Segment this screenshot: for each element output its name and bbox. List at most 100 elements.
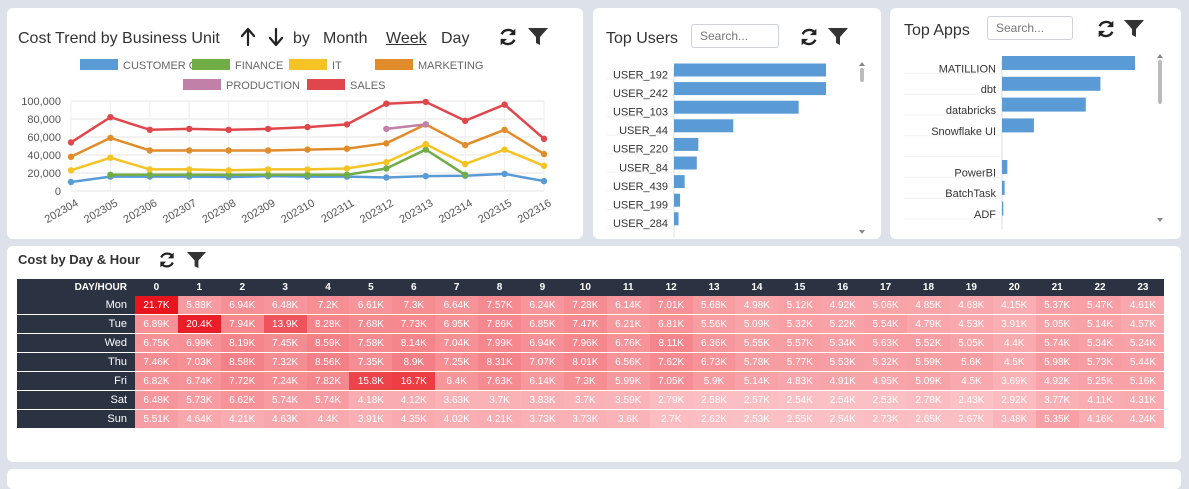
heatmap-cell[interactable]: 4.53K	[949, 314, 993, 334]
heatmap-cell[interactable]: 6.94K	[220, 296, 264, 315]
top-apps-scrollbar[interactable]	[1157, 54, 1163, 222]
data-point[interactable]	[225, 171, 232, 178]
heatmap-cell[interactable]: 7.72K	[220, 371, 264, 391]
data-point[interactable]	[146, 147, 154, 154]
heatmap-cell[interactable]: 3.73K	[563, 409, 607, 429]
heatmap-cell[interactable]: 3.77K	[1035, 390, 1079, 410]
legend-item[interactable]: PRODUCTION	[183, 79, 300, 92]
data-point[interactable]	[107, 154, 114, 161]
heatmap-cell[interactable]: 3.59K	[606, 390, 650, 410]
data-point[interactable]	[383, 159, 390, 166]
heatmap-cell[interactable]: 4.21K	[220, 409, 264, 429]
bar[interactable]	[674, 137, 699, 151]
data-point[interactable]	[540, 177, 548, 185]
granularity-week[interactable]: Week	[386, 30, 427, 47]
heatmap-cell[interactable]: 8.58K	[220, 352, 264, 372]
data-point[interactable]	[146, 126, 154, 133]
bar[interactable]	[1002, 97, 1086, 112]
data-point[interactable]	[304, 166, 311, 173]
data-point[interactable]	[461, 160, 469, 168]
heatmap-cell[interactable]: 8.01K	[563, 352, 607, 372]
heatmap-cell[interactable]: 6.76K	[606, 333, 650, 353]
heatmap-cell[interactable]: 7.24K	[263, 371, 307, 391]
heatmap-cell[interactable]: 5.53K	[821, 352, 865, 372]
data-point[interactable]	[225, 147, 232, 154]
heatmap-cell[interactable]: 2.53K	[735, 409, 779, 429]
heatmap-cell[interactable]: 4.4K	[992, 333, 1036, 353]
heatmap-cell[interactable]: 6.62K	[220, 390, 264, 410]
heatmap-cell[interactable]: 3.91K	[349, 409, 393, 429]
heatmap-cell[interactable]: 7.99K	[478, 333, 522, 353]
heatmap-cell[interactable]: 5.22K	[821, 314, 865, 334]
heatmap-cell[interactable]: 4.57K	[1121, 314, 1165, 334]
legend-item[interactable]: FINANCE	[192, 59, 283, 72]
heatmap-cell[interactable]: 7.35K	[349, 352, 393, 372]
bar[interactable]	[1002, 76, 1101, 91]
heatmap-cell[interactable]: 5.88K	[177, 296, 221, 315]
heatmap-cell[interactable]: 4.35K	[392, 409, 436, 429]
heatmap-cell[interactable]: 8.9K	[392, 352, 436, 372]
heatmap-cell[interactable]: 5.59K	[907, 352, 950, 372]
sort-descending-icon[interactable]	[268, 27, 284, 47]
heatmap-cell[interactable]: 3.91K	[992, 314, 1036, 334]
heatmap-cell[interactable]: 3.6K	[606, 409, 650, 429]
data-point[interactable]	[540, 162, 548, 169]
heatmap-cell[interactable]: 5.73K	[1078, 352, 1122, 372]
data-point[interactable]	[343, 145, 351, 152]
data-point[interactable]	[461, 117, 469, 125]
granularity-month[interactable]: Month	[323, 30, 368, 47]
heatmap-cell[interactable]: 4.63K	[263, 409, 307, 429]
data-point[interactable]	[186, 171, 193, 178]
heatmap-cell[interactable]: 5.56K	[692, 314, 736, 334]
data-point[interactable]	[67, 167, 75, 174]
heatmap-cell[interactable]: 5.05K	[949, 333, 993, 353]
data-point[interactable]	[304, 123, 311, 131]
heatmap-cell[interactable]: 8.11K	[649, 333, 693, 353]
data-point[interactable]	[186, 147, 193, 154]
bar[interactable]	[674, 100, 799, 114]
heatmap-cell[interactable]: 2.55K	[778, 409, 822, 429]
data-point[interactable]	[186, 166, 193, 173]
heatmap-cell[interactable]: 7.63K	[478, 371, 522, 391]
data-point[interactable]	[501, 126, 508, 133]
heatmap-cell[interactable]: 5.74K	[1035, 333, 1079, 353]
legend-item[interactable]: MARKETING	[375, 59, 483, 72]
data-point[interactable]	[107, 171, 114, 178]
heatmap-cell[interactable]: 3.48K	[992, 409, 1036, 429]
data-point[interactable]	[225, 167, 232, 174]
data-point[interactable]	[501, 101, 508, 108]
heatmap-cell[interactable]: 6.89K	[135, 314, 178, 334]
heatmap-cell[interactable]: 5.6K	[949, 352, 993, 372]
heatmap-cell[interactable]: 5.52K	[907, 333, 950, 353]
heatmap-cell[interactable]: 2.78K	[907, 390, 950, 410]
data-point[interactable]	[422, 141, 429, 148]
heatmap-cell[interactable]: 7.03K	[177, 352, 221, 372]
heatmap-cell[interactable]: 2.92K	[992, 390, 1036, 410]
heatmap-cell[interactable]: 5.78K	[735, 352, 779, 372]
heatmap-cell[interactable]: 5.34K	[821, 333, 865, 353]
heatmap-cell[interactable]: 20.4K	[177, 314, 221, 334]
data-point[interactable]	[383, 140, 390, 147]
heatmap-cell[interactable]: 6.24K	[521, 296, 564, 315]
heatmap-cell[interactable]: 8.19K	[220, 333, 264, 353]
top-users-search-input[interactable]	[691, 24, 779, 48]
heatmap-cell[interactable]: 5.14K	[735, 371, 779, 391]
heatmap-cell[interactable]: 6.64K	[435, 296, 479, 315]
data-point[interactable]	[225, 126, 232, 133]
heatmap-cell[interactable]: 7.57K	[478, 296, 522, 315]
data-point[interactable]	[501, 170, 508, 178]
heatmap-cell[interactable]: 5.73K	[177, 390, 221, 410]
heatmap-cell[interactable]: 2.58K	[692, 390, 736, 410]
heatmap-cell[interactable]: 7.86K	[478, 314, 522, 334]
data-point[interactable]	[422, 172, 429, 180]
heatmap-cell[interactable]: 4.24K	[1121, 409, 1165, 429]
heatmap-cell[interactable]: 4.15K	[992, 296, 1036, 315]
filter-icon[interactable]	[827, 27, 849, 47]
heatmap-cell[interactable]: 2.54K	[821, 409, 865, 429]
heatmap-cell[interactable]: 7.05K	[649, 371, 693, 391]
data-point[interactable]	[422, 121, 429, 128]
heatmap-cell[interactable]: 2.67K	[949, 409, 993, 429]
heatmap-cell[interactable]: 5.34K	[1078, 333, 1122, 353]
data-point[interactable]	[343, 121, 351, 128]
heatmap-cell[interactable]: 7.3K	[563, 371, 607, 391]
